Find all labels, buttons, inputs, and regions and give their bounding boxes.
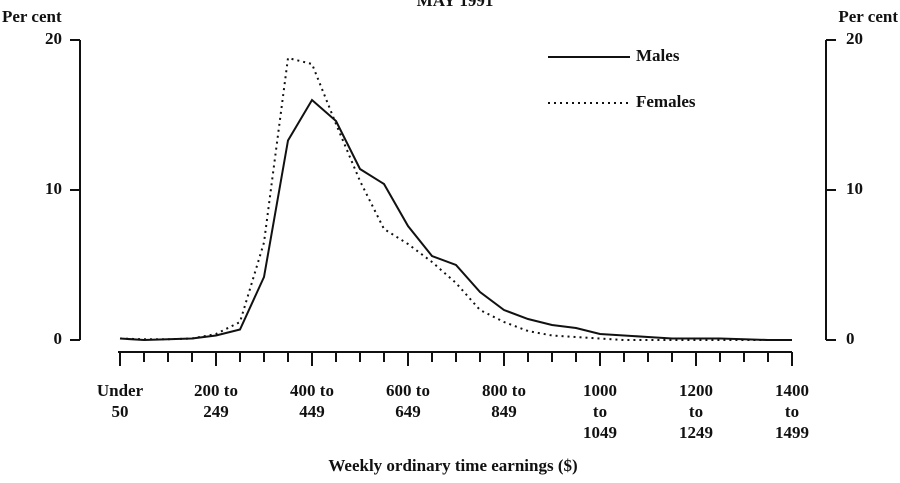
- x-tick-label: 1200 to 1249: [679, 381, 713, 442]
- x-axis-label: Weekly ordinary time earnings ($): [328, 456, 577, 475]
- chart-title: MAY 1991: [417, 0, 494, 10]
- series-line: [119, 56, 792, 341]
- y-tick-label-right: 10: [846, 179, 863, 198]
- series-line: [119, 98, 792, 342]
- x-tick-label: 800 to 849: [482, 381, 526, 421]
- y-tick-label-left: 0: [54, 329, 63, 348]
- y-tick-label-right: 0: [846, 329, 855, 348]
- legend-label: Males: [636, 46, 680, 65]
- y-tick-label-left: 10: [45, 179, 62, 198]
- x-tick-label: 1000 to 1049: [583, 381, 617, 442]
- x-tick-label: 1400 to 1499: [775, 381, 809, 442]
- y-tick-label-right: 20: [846, 29, 863, 48]
- x-tick-label: Under 50: [96, 381, 144, 421]
- x-tick-label: 400 to 449: [290, 381, 334, 421]
- legend-label: Females: [636, 92, 696, 111]
- y-tick-label-left: 20: [45, 29, 62, 48]
- x-tick-label: 600 to 649: [386, 381, 430, 421]
- y-axis-label-left: Per cent: [2, 7, 62, 26]
- x-tick-label: 200 to 249: [194, 381, 238, 421]
- y-axis-label-right: Per cent: [838, 7, 898, 26]
